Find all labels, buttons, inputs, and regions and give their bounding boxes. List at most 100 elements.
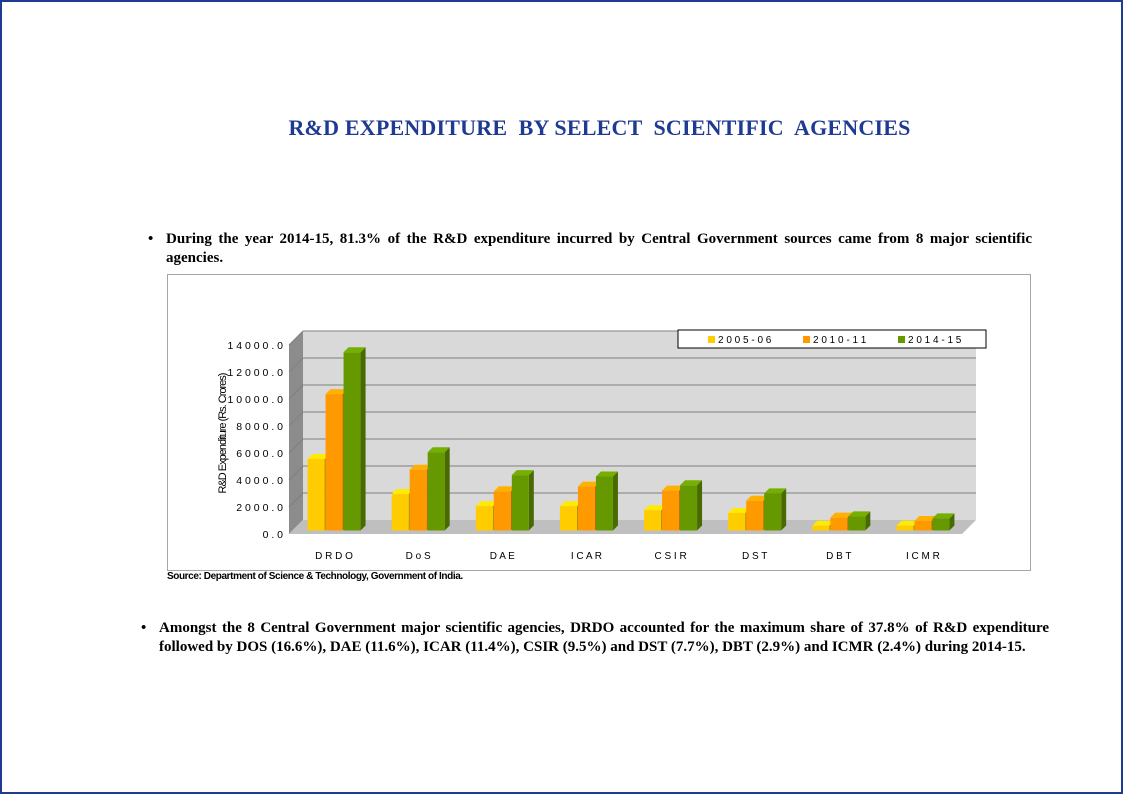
bar-side <box>612 471 618 531</box>
legend-label: 2 0 1 0 - 1 1 <box>813 335 867 346</box>
bar-csir-2014-15 <box>680 485 698 531</box>
bar-top <box>427 447 450 453</box>
y-tick-label: 8 0 0 0 . 0 <box>236 421 283 433</box>
bar-icmr-2014-15 <box>932 518 950 531</box>
bullet-icon: • <box>148 231 154 247</box>
bar-drdo-2005-06 <box>307 458 325 531</box>
gridline-side <box>288 357 304 373</box>
y-tick-label: 1 0 0 0 0 . 0 <box>228 394 284 406</box>
bar-top <box>343 347 366 353</box>
bar-side <box>697 480 703 531</box>
bar-csir-2010-11 <box>662 490 680 531</box>
bullet-text: Amongst the 8 Central Government major s… <box>159 620 1049 655</box>
legend <box>677 329 987 349</box>
bar-dst-2014-15 <box>764 493 782 531</box>
y-tick-label: 1 2 0 0 0 . 0 <box>228 367 284 379</box>
x-tick-label: I C A R <box>571 551 602 562</box>
bar-top <box>475 501 498 507</box>
bar-dae-2005-06 <box>475 506 493 531</box>
gridline-side <box>288 465 304 481</box>
x-tick-label: D R D O <box>315 551 353 562</box>
x-tick-label: D A E <box>490 551 515 562</box>
source-note: Source: Department of Science & Technolo… <box>167 571 463 582</box>
bar-top <box>848 511 871 517</box>
page-title: R&D EXPENDITURE BY SELECT SCIENTIFIC AGE… <box>288 115 911 140</box>
y-tick-label: 6 0 0 0 . 0 <box>236 448 283 460</box>
y-axis-title: R&D Expenditure (Rs. Crores) <box>217 373 229 493</box>
bullet-icon: • <box>141 620 147 636</box>
bar-dae-2014-15 <box>511 475 529 531</box>
bar-top <box>728 507 751 513</box>
x-tick-label: D B T <box>826 551 851 562</box>
bar-side <box>865 511 871 531</box>
bar-dst-2010-11 <box>746 500 764 531</box>
bar-side <box>949 513 955 531</box>
legend-label: 2 0 0 5 - 0 6 <box>718 335 772 346</box>
gridline-side <box>288 330 304 346</box>
gridline-side <box>288 492 304 508</box>
bar-top <box>764 488 787 494</box>
y-tick-label: 1 4 0 0 0 . 0 <box>228 340 284 352</box>
bar-top <box>746 495 769 501</box>
x-tick-label: D o S <box>406 551 431 562</box>
y-tick-label: 2 0 0 0 . 0 <box>236 502 283 514</box>
bar-top <box>680 480 703 486</box>
bar-top <box>830 512 853 518</box>
bar-icar-2005-06 <box>559 506 577 531</box>
bar-csir-2005-06 <box>644 510 662 531</box>
gridline-side <box>288 438 304 454</box>
bar-side <box>444 447 450 531</box>
bar-side <box>781 488 787 531</box>
bar-side <box>528 470 534 531</box>
bar-dos-2014-15 <box>427 452 445 531</box>
bar-top <box>914 516 937 522</box>
bullet-paragraph: • Amongst the 8 Central Government major… <box>141 619 1049 657</box>
bar-top <box>307 453 330 459</box>
gridline-side <box>288 411 304 427</box>
legend-swatch <box>708 336 715 343</box>
legend-swatch <box>803 336 810 343</box>
bar-top <box>577 481 600 487</box>
chart-side-wall <box>289 331 303 534</box>
bar-top <box>559 501 582 507</box>
bar-icmr-2005-06 <box>896 525 914 531</box>
x-tick-label: C S I R <box>654 551 686 562</box>
bar-dos-2005-06 <box>391 494 409 531</box>
bar-top <box>896 520 919 526</box>
chart-frame: 0 . 0 2 0 0 0 . 0 4 0 0 0 . 0 6 0 0 0 . 0 8 … <box>167 274 1031 571</box>
y-tick-label: 0 . 0 <box>263 529 284 541</box>
bullet-paragraph: • During the year 2014-15, 81.3% of the … <box>148 230 1032 268</box>
bar-dos-2010-11 <box>409 469 427 531</box>
gridline-side <box>288 384 304 400</box>
x-tick-label: I C M R <box>906 551 940 562</box>
bar-top <box>932 513 955 519</box>
legend-swatch <box>898 336 905 343</box>
chart-floor <box>289 520 976 534</box>
bar-icmr-2010-11 <box>914 521 932 531</box>
bar-dst-2005-06 <box>728 512 746 531</box>
bar-icar-2014-15 <box>595 476 613 531</box>
bar-dbt-2005-06 <box>812 525 830 531</box>
legend-label: 2 0 1 4 - 1 5 <box>908 335 962 346</box>
y-tick-label: 4 0 0 0 . 0 <box>236 475 283 487</box>
bar-top <box>662 485 685 491</box>
bar-top <box>595 471 618 477</box>
bar-side <box>360 347 366 531</box>
bar-icar-2010-11 <box>577 486 595 531</box>
bar-top <box>511 470 534 476</box>
bar-top <box>644 505 667 511</box>
bar-top <box>493 486 516 492</box>
bar-chart: 0 . 0 2 0 0 0 . 0 4 0 0 0 . 0 6 0 0 0 . 0 8 … <box>217 329 987 562</box>
bar-drdo-2010-11 <box>325 394 343 531</box>
bar-drdo-2014-15 <box>343 352 361 531</box>
x-tick-label: D S T <box>742 551 767 562</box>
bar-dbt-2014-15 <box>848 516 866 531</box>
bar-top <box>325 389 348 395</box>
bar-top <box>812 520 835 526</box>
bar-top <box>391 489 414 495</box>
bar-dbt-2010-11 <box>830 517 848 531</box>
bar-dae-2010-11 <box>493 491 511 531</box>
bar-top <box>409 464 432 470</box>
bullet-text: During the year 2014-15, 81.3% of the R&… <box>166 231 1032 266</box>
